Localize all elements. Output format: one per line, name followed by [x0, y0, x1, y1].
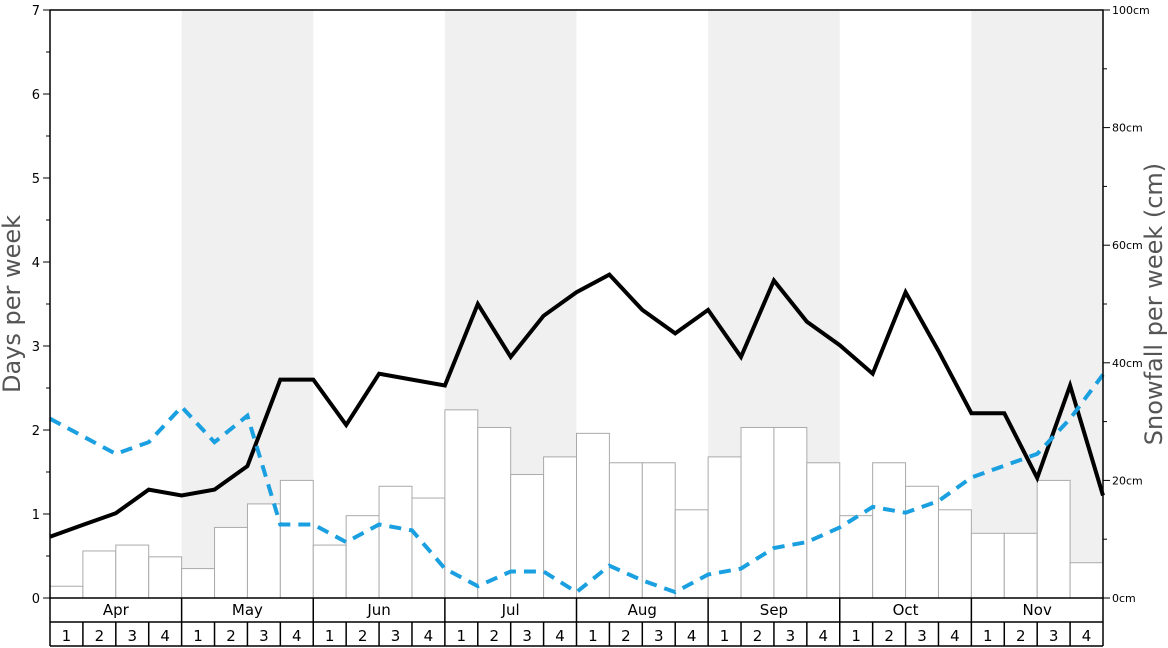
- week-label: 1: [457, 627, 467, 645]
- week-label: 1: [851, 627, 861, 645]
- snowfall-bar: [1003, 532, 1038, 599]
- snowfall-bar: [905, 485, 939, 599]
- snowfall-bar: [510, 474, 545, 599]
- week-label: 1: [193, 627, 203, 645]
- month-label: Apr: [103, 601, 130, 619]
- week-label: 1: [720, 627, 730, 645]
- snowfall-bar: [641, 462, 676, 599]
- left-tick-label: 0: [32, 592, 40, 607]
- right-axis: 0cm 20cm 40cm 60cm 80cm 100cm: [1103, 4, 1150, 605]
- month-label: Aug: [628, 601, 657, 619]
- snowfall-bar: [312, 544, 347, 599]
- left-axis: 0 1 2 3 4 5 6 7: [32, 4, 50, 607]
- week-label: 3: [259, 627, 269, 645]
- month-label: Nov: [1023, 601, 1052, 619]
- left-tick-label: 2: [32, 424, 40, 439]
- snowfall-bar: [148, 556, 183, 599]
- left-tick-label: 4: [32, 256, 40, 271]
- week-label: 3: [917, 627, 927, 645]
- snowfall-bar: [740, 426, 775, 599]
- right-tick-label: 80cm: [1112, 122, 1143, 135]
- series-lines: [49, 272, 1105, 595]
- left-tick-label: 7: [32, 4, 40, 19]
- week-label: 2: [358, 627, 368, 645]
- right-tick-label: 20cm: [1112, 474, 1143, 487]
- right-tick-label: 100cm: [1112, 4, 1150, 17]
- left-tick-label: 5: [32, 172, 40, 187]
- week-label: 2: [226, 627, 236, 645]
- snowfall-bar: [378, 485, 413, 599]
- right-axis-title: Snowfall per week (cm): [1140, 163, 1168, 445]
- month-label: Jun: [366, 601, 390, 619]
- snowfall-bar: [444, 409, 479, 599]
- week-label: 2: [621, 627, 631, 645]
- days-per-week-line: [49, 272, 1105, 539]
- snowfall-bar: [608, 462, 643, 599]
- snowfall-bar: [707, 456, 742, 599]
- left-tick-label: 3: [32, 340, 40, 355]
- snowfall-bar: [181, 568, 216, 599]
- snowfall-bar: [82, 550, 117, 599]
- month-label: Jul: [501, 601, 520, 619]
- month-label: May: [232, 601, 263, 619]
- snowfall-bar: [1069, 562, 1104, 599]
- week-label: 4: [160, 627, 170, 645]
- week-label: 1: [325, 627, 335, 645]
- month-bands: [181, 10, 1103, 598]
- snowfall-bar: [279, 479, 314, 599]
- week-label: 2: [1016, 627, 1026, 645]
- week-label: 4: [950, 627, 960, 645]
- right-tick-label: 0cm: [1112, 592, 1136, 605]
- week-label: 2: [884, 627, 894, 645]
- snowfall-bar: [477, 426, 512, 599]
- snowfall-trend-line: [49, 373, 1105, 595]
- x-axis: Apr 1 2 3 4 May 1 2 3 4 Jun 1 2 3 4 Jul 1 2 3 4 Aug 1 2 3 4 Sep 1 2…: [49, 598, 1104, 647]
- snowfall-bar: [115, 544, 150, 599]
- week-label: 3: [391, 627, 401, 645]
- week-label: 2: [489, 627, 499, 645]
- right-tick-label: 40cm: [1112, 357, 1143, 370]
- week-label: 1: [983, 627, 993, 645]
- left-tick-label: 6: [32, 88, 40, 103]
- snowfall-bar: [839, 515, 874, 599]
- week-label: 4: [424, 627, 434, 645]
- month-label: Sep: [760, 601, 788, 619]
- week-label: 2: [95, 627, 105, 645]
- snowfall-bar: [214, 526, 248, 599]
- snowfall-bar: [773, 426, 808, 599]
- week-label: 4: [687, 627, 697, 645]
- week-label: 3: [1049, 627, 1059, 645]
- left-tick-label: 1: [32, 508, 40, 523]
- snowfall-bar: [576, 432, 610, 599]
- left-axis-title: Days per week: [0, 215, 26, 393]
- snowfall-bar: [1036, 479, 1071, 599]
- week-label: 1: [588, 627, 598, 645]
- week-label: 3: [522, 627, 532, 645]
- snowfall-bar: [970, 532, 1005, 599]
- snowfall-bar: [246, 503, 281, 599]
- week-label: 1: [62, 627, 72, 645]
- month-label: Oct: [893, 601, 919, 619]
- snowfall-bar: [937, 509, 972, 599]
- snowfall-bar: [49, 585, 84, 599]
- snowfall-bar: [872, 462, 907, 599]
- week-label: 3: [786, 627, 796, 645]
- week-label: 4: [819, 627, 829, 645]
- week-label: 4: [292, 627, 302, 645]
- right-tick-label: 60cm: [1112, 239, 1143, 252]
- week-label: 3: [654, 627, 664, 645]
- week-label: 4: [1082, 627, 1092, 645]
- week-label: 4: [555, 627, 565, 645]
- week-label: 2: [753, 627, 763, 645]
- week-label: 3: [127, 627, 137, 645]
